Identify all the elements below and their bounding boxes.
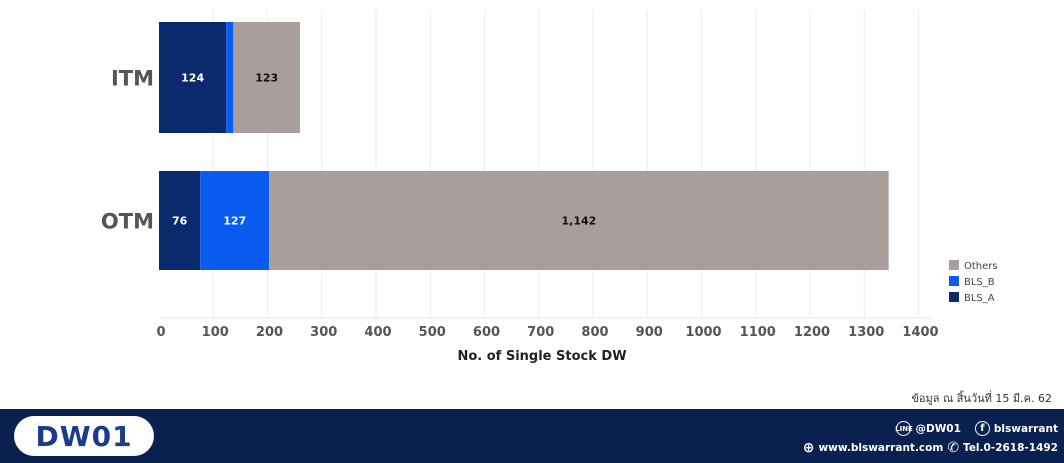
facebook-name[interactable]: blswarrant: [993, 422, 1058, 435]
x-tick-label: 1100: [740, 325, 776, 340]
x-tick-label: 600: [473, 325, 500, 340]
data-label: 1,142: [561, 215, 596, 228]
legend-label: BLS_A: [964, 293, 995, 304]
legend: Others BLS_B BLS_A: [949, 260, 998, 304]
bar-bls-b-otm: [200, 171, 270, 270]
data-date-note: ข้อมูล ณ สิ้นวันที่ 15 มี.ค. 62: [911, 392, 1052, 405]
line-id[interactable]: @DW01: [915, 422, 961, 435]
x-tick-label: 1200: [794, 325, 830, 340]
category-labels: ITM OTM: [101, 67, 154, 234]
web-row: ⊕ www.blswarrant.com ✆ Tel.0-2618-1492: [803, 438, 1058, 457]
footer-bar: DW01 LINE @DW01 f blswarrant ⊕ www.blswa…: [0, 409, 1064, 463]
social-row: LINE @DW01 f blswarrant: [803, 419, 1058, 438]
legend-swatch: [949, 276, 959, 286]
x-tick-label: 1000: [685, 325, 721, 340]
bar-bls-a-otm: [159, 171, 201, 270]
data-label: 123: [255, 72, 278, 85]
x-tick-label: 500: [419, 325, 446, 340]
phone-icon: ✆: [947, 439, 960, 456]
data-label: 127: [223, 215, 246, 228]
data-label: 76: [172, 215, 188, 228]
x-tick-labels: 0 100 200 300 400 500 600 700 800 900 1000 1100 1200…: [156, 325, 938, 340]
x-tick-label: 200: [256, 325, 283, 340]
x-tick-label: 800: [581, 325, 608, 340]
legend-label: BLS_B: [964, 277, 995, 288]
dw01-logo[interactable]: DW01: [14, 416, 154, 456]
globe-icon: ⊕: [802, 439, 815, 456]
x-tick-label: 900: [636, 325, 663, 340]
x-tick-label: 300: [310, 325, 337, 340]
x-tick-label: 0: [156, 325, 165, 340]
legend-swatch: [949, 292, 959, 302]
bars-group: 124 123 76 127 1,142: [159, 22, 889, 270]
logo-text: DW01: [35, 419, 133, 453]
line-icon[interactable]: LINE: [895, 421, 913, 436]
website-link[interactable]: www.blswarrant.com: [818, 441, 944, 454]
x-tick-label: 400: [364, 325, 391, 340]
bar-others-itm: [233, 22, 301, 133]
x-tick-label: 100: [202, 325, 229, 340]
bar-bls-a-itm: [159, 22, 227, 133]
legend-swatch: [949, 260, 959, 270]
bar-others-otm: [269, 171, 889, 270]
phone-number[interactable]: Tel.0-2618-1492: [963, 441, 1058, 454]
facebook-icon[interactable]: f: [974, 421, 990, 436]
contact-info: LINE @DW01 f blswarrant ⊕ www.blswarrant…: [803, 419, 1058, 457]
category-label-itm: ITM: [111, 67, 154, 91]
x-axis-label: No. of Single Stock DW: [457, 349, 626, 364]
legend-label: Others: [964, 261, 998, 272]
stacked-bar-chart: 124 123 76 127 1,142 ITM OTM 0 100 200 300 400 500…: [101, 10, 998, 364]
x-tick-label: 1300: [848, 325, 884, 340]
x-tick-label: 1400: [902, 325, 938, 340]
bar-bls-b-itm: [226, 22, 234, 133]
data-label: 124: [181, 72, 204, 85]
x-tick-label: 700: [527, 325, 554, 340]
category-label-otm: OTM: [101, 210, 154, 234]
